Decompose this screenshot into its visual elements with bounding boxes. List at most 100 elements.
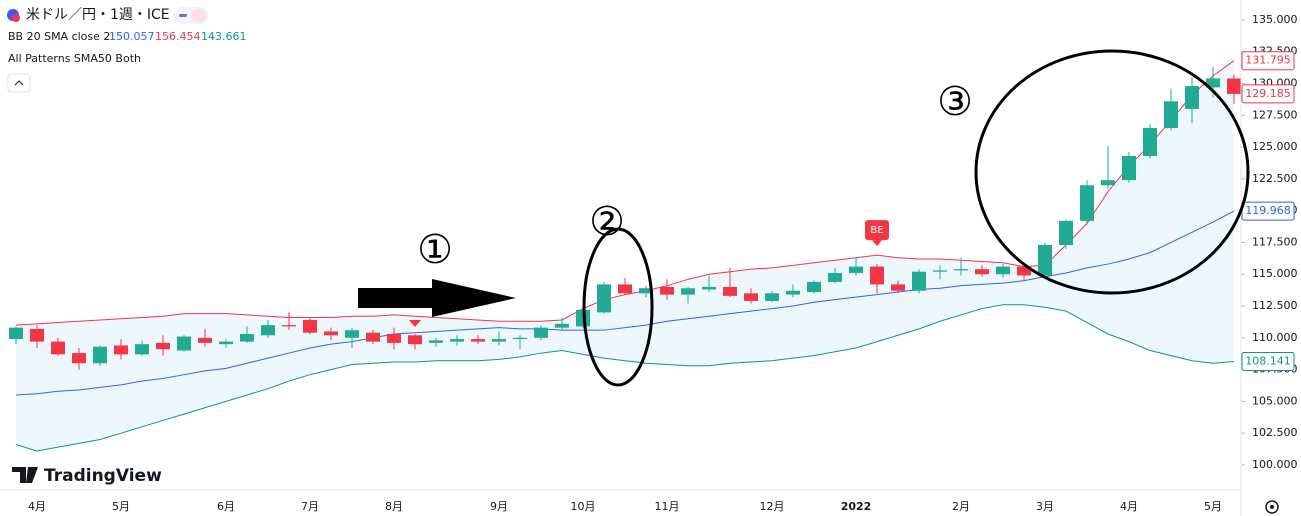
settings-icon: [1270, 505, 1274, 509]
pattern-marker: [409, 319, 421, 327]
candle-body: [807, 281, 821, 293]
candle-body: [1185, 86, 1199, 109]
candle-body: [9, 327, 23, 340]
x-tick-label: 12月: [760, 500, 785, 513]
candle-body: [765, 293, 779, 301]
band-fill: [16, 60, 1234, 451]
y-tick-label: 100.000: [1252, 458, 1298, 471]
circle-annotation: [974, 49, 1250, 295]
x-tick-label: 2022: [841, 500, 872, 513]
x-tick-label: 11月: [655, 500, 680, 513]
price-tag: [1241, 51, 1295, 71]
candle-body: [30, 328, 44, 342]
collapse-button[interactable]: [7, 73, 31, 93]
annotation-label: ①: [417, 227, 453, 273]
candle-body: [429, 340, 443, 343]
candle-body: [597, 284, 611, 313]
arrow: [358, 279, 516, 317]
candle-body: [450, 339, 464, 342]
candle-body: [156, 342, 170, 350]
pattern-badge: [865, 220, 889, 241]
y-tick-label: 105.000: [1252, 394, 1298, 407]
settings-button[interactable]: [1265, 500, 1279, 514]
y-tick-label: 115.000: [1252, 267, 1298, 280]
candle-body: [51, 341, 65, 355]
status-icon: [179, 14, 187, 17]
candle-body: [408, 335, 422, 345]
candle-body: [891, 284, 905, 291]
candle-body: [849, 266, 863, 273]
annotation-label: ③: [937, 79, 973, 125]
candle-body: [114, 345, 128, 355]
symbol-title: 米ドル／円・1週・ICE: [26, 7, 170, 23]
candle-body: [975, 269, 989, 275]
y-tick-label: 102.500: [1252, 426, 1298, 439]
indicator-value: 143.661: [201, 30, 247, 43]
indicator-value: 150.057: [109, 30, 155, 43]
candle-body: [366, 332, 380, 342]
x-tick-label: 7月: [301, 500, 319, 513]
band-line: [15, 210, 1235, 396]
x-tick-label: 4月: [1120, 500, 1138, 513]
candle-body: [1206, 78, 1220, 88]
candle-body: [996, 266, 1010, 275]
candle-body: [72, 353, 86, 364]
y-tick-label: 127.500: [1252, 108, 1298, 121]
candle-body: [681, 288, 695, 295]
candle-body: [786, 290, 800, 295]
status-icon: [191, 9, 206, 22]
candle-body: [933, 270, 947, 272]
candle-body: [618, 284, 632, 294]
candle-body: [198, 337, 212, 343]
candle-body: [135, 344, 149, 355]
candle-body: [744, 293, 758, 301]
band-line: [15, 304, 1235, 452]
price-tag-label: 131.795: [1245, 54, 1291, 67]
x-tick-label: 3月: [1036, 500, 1054, 513]
y-tick-label: 112.500: [1252, 299, 1298, 312]
candle-body: [660, 286, 674, 295]
candle-body: [1017, 266, 1031, 276]
candle-body: [702, 286, 716, 290]
x-tick-label: 6月: [217, 500, 235, 513]
x-tick-label: 5月: [112, 500, 130, 513]
candle-body: [324, 331, 338, 336]
pattern-badge: [872, 240, 882, 247]
y-tick-label: 135.000: [1252, 13, 1298, 26]
candle-body: [387, 333, 401, 343]
candle-body: [492, 339, 506, 342]
y-tick-label: 122.500: [1252, 172, 1298, 185]
indicator-value: 156.454: [155, 30, 201, 43]
candle-body: [954, 269, 968, 271]
candle-body: [1101, 180, 1115, 186]
candle-body: [912, 271, 926, 291]
indicator-name: BB 20 SMA close 2: [8, 30, 110, 43]
time-axis: [0, 491, 1241, 516]
candle-body: [513, 337, 527, 340]
x-tick-label: 5月: [1204, 500, 1222, 513]
candle-body: [261, 325, 275, 336]
candle-body: [1164, 101, 1178, 129]
candle-body: [1143, 128, 1157, 157]
x-tick-label: 4月: [28, 500, 46, 513]
logo-mark: [12, 467, 38, 483]
candle-body: [1080, 185, 1094, 221]
logo-text: TradingView: [44, 466, 162, 486]
candle-body: [240, 333, 254, 342]
candle-body: [177, 336, 191, 351]
candle-body: [282, 325, 296, 327]
flag-icon: [12, 14, 20, 22]
candle-body: [870, 266, 884, 285]
price-tag-label: 129.185: [1245, 87, 1291, 100]
candle-body: [1227, 78, 1241, 94]
collapse-icon: [14, 80, 24, 86]
candle-body: [219, 341, 233, 345]
candle-body: [345, 330, 359, 338]
candle-body: [639, 288, 653, 294]
candle-body: [1122, 156, 1136, 181]
x-tick-label: 8月: [385, 500, 403, 513]
annotation-label: ②: [589, 199, 625, 245]
